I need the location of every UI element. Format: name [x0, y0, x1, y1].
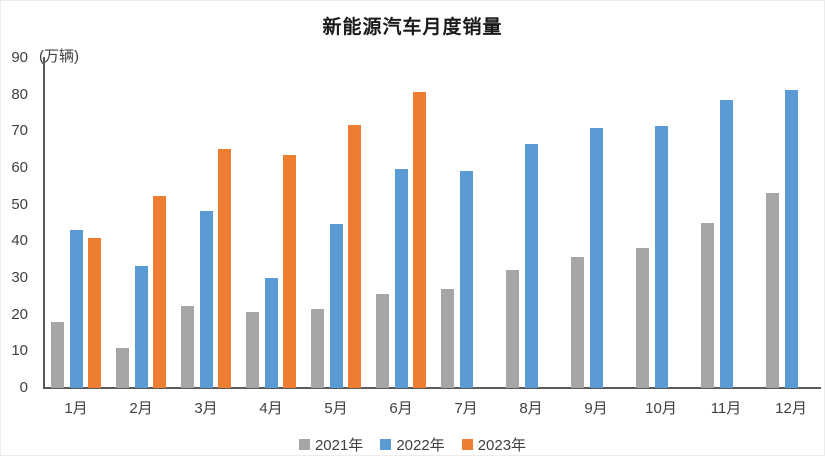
bar	[636, 247, 649, 388]
legend-swatch-icon	[461, 439, 473, 450]
y-axis-tick-label: 80	[11, 85, 28, 103]
y-axis-tick-label: 60	[11, 159, 28, 176]
bar	[88, 238, 101, 388]
bar	[719, 99, 733, 388]
y-axis-tick-label: 70	[11, 122, 28, 140]
y-axis-line	[43, 57, 45, 388]
x-axis-tick-label: 2月	[129, 400, 153, 417]
bar	[218, 148, 231, 388]
legend-label: 2021年	[314, 437, 364, 454]
y-axis-tick-label: 10	[11, 342, 28, 360]
legend: 2021年 2022年 2023年	[1, 434, 824, 455]
bar	[376, 294, 389, 388]
bar	[654, 126, 668, 388]
y-axis-tick-label: 50	[11, 195, 28, 213]
x-axis-tick-label: 10月	[645, 400, 677, 417]
legend-item: 2023年	[461, 434, 527, 455]
x-axis-line	[43, 387, 821, 389]
x-axis-tick-label: 3月	[194, 400, 218, 417]
bar	[199, 210, 213, 388]
legend-label: 2022年	[396, 437, 445, 454]
legend-swatch-icon	[298, 439, 310, 450]
x-axis-tick-label: 7月	[454, 400, 478, 417]
y-axis-tick-label: 40	[11, 232, 28, 250]
bar	[413, 92, 426, 388]
y-axis-tick-label: 30	[11, 269, 28, 286]
x-axis-tick-label: 9月	[584, 400, 608, 417]
bar	[329, 224, 343, 388]
bar	[264, 278, 278, 388]
bar	[283, 154, 296, 388]
bar	[153, 195, 166, 388]
y-axis-tick-label: 0	[19, 379, 28, 396]
bar	[701, 223, 714, 388]
x-axis-tick-label: 12月	[775, 400, 807, 417]
bar	[69, 229, 83, 388]
bar	[524, 143, 538, 388]
bar	[311, 308, 324, 388]
legend-item: 2022年	[380, 434, 445, 455]
bar	[784, 89, 798, 388]
x-axis-tick-label: 1月	[64, 400, 88, 417]
legend-item: 2021年	[298, 434, 364, 455]
legend-swatch-icon	[380, 439, 392, 450]
bar	[589, 128, 603, 388]
bar	[134, 265, 148, 388]
bar	[181, 306, 194, 388]
x-axis-tick-label: 11月	[710, 400, 742, 417]
x-axis-tick-label: 8月	[519, 400, 543, 417]
bar	[348, 125, 361, 388]
bar	[459, 170, 473, 388]
bar	[246, 312, 259, 388]
bar	[51, 322, 64, 388]
x-axis-tick-label: 6月	[389, 400, 413, 417]
bar	[441, 288, 454, 388]
bar	[571, 257, 584, 388]
legend-label: 2023年	[477, 437, 527, 454]
x-axis-tick-label: 5月	[324, 400, 348, 417]
x-axis-tick-label: 4月	[259, 400, 283, 417]
y-axis-tick-label: 20	[11, 305, 28, 323]
bar	[116, 348, 129, 388]
chart-title: 新能源汽车月度销量	[322, 16, 503, 38]
bar	[766, 193, 779, 388]
y-axis-tick-label: 90	[11, 49, 28, 66]
y-axis-unit-label: (万辆)	[39, 48, 79, 65]
bar	[506, 270, 519, 388]
bar	[394, 169, 408, 388]
